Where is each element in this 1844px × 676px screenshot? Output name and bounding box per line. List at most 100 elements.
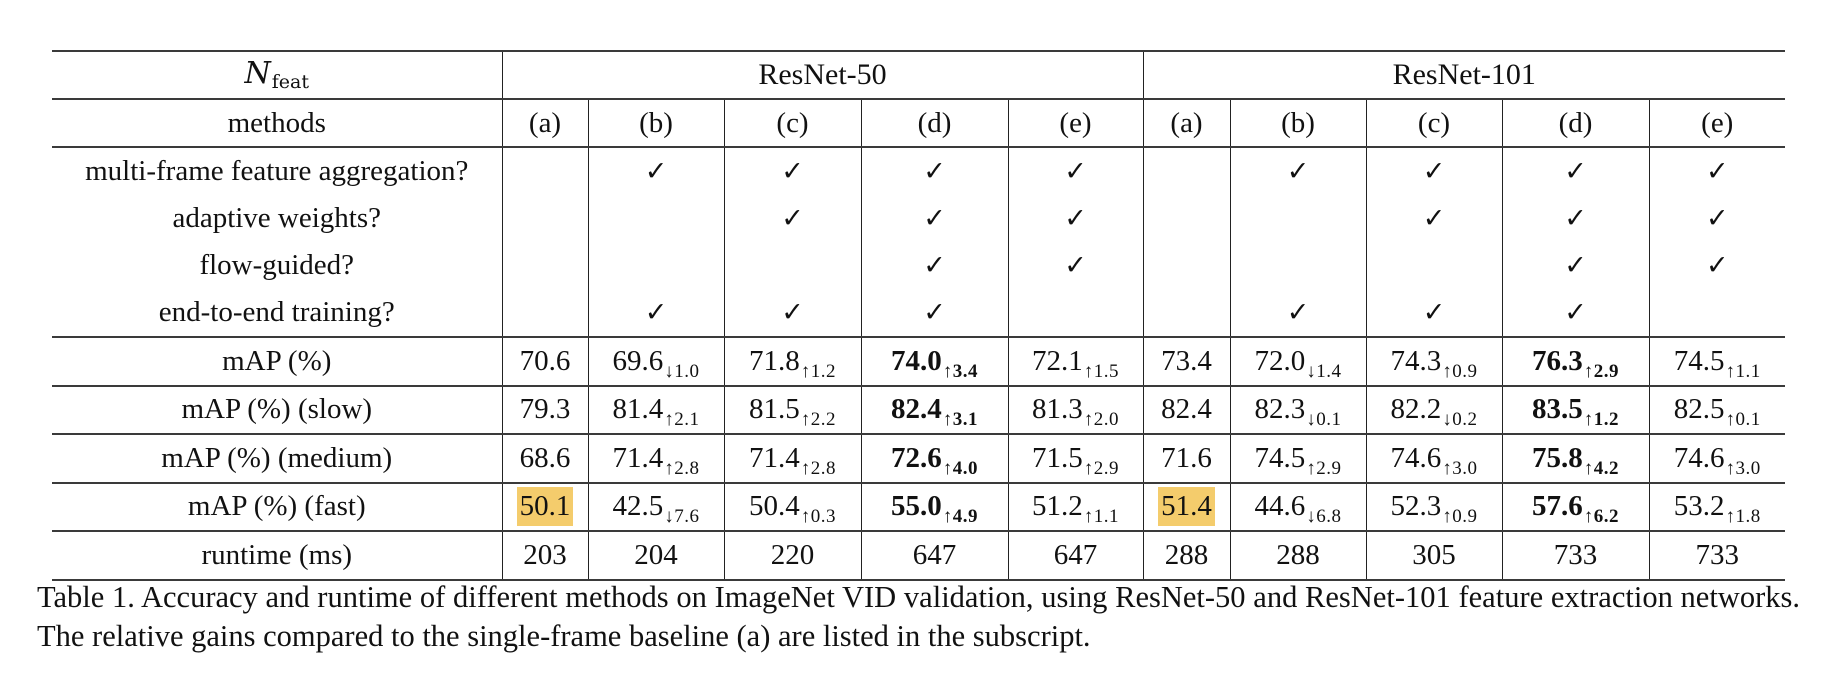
metric-cell: 51.4 xyxy=(1142,481,1231,531)
value-text: 44.6 xyxy=(1254,490,1306,523)
relative-gain-subscript: ↑2.8 xyxy=(800,457,836,479)
value-text: 71.6 xyxy=(1161,441,1212,474)
metric-cell: 72.0↓1.4 xyxy=(1229,336,1367,386)
metric-cell: 71.4↑2.8 xyxy=(723,433,862,483)
nfeat-symbol: N xyxy=(244,55,271,91)
value-text: 76.3 xyxy=(1532,344,1583,377)
relative-gain-subscript: ↑2.9 xyxy=(1583,360,1619,382)
metric-cell: 44.6↓6.8 xyxy=(1229,481,1367,531)
checkmark-icon: ✓ xyxy=(1705,156,1729,187)
feature-cell xyxy=(1229,195,1367,242)
methods-label: methods xyxy=(52,98,503,147)
checkmark-icon: ✓ xyxy=(1564,156,1587,187)
metric-cell: 81.4↑2.1 xyxy=(587,384,725,434)
relative-gain-subscript: ↑2.9 xyxy=(1306,457,1342,479)
value-text: 82.4 xyxy=(891,393,942,426)
metric-label: mAP (%) (medium) xyxy=(52,433,503,483)
checkmark-icon: ✓ xyxy=(1705,250,1729,281)
checkmark-icon: ✓ xyxy=(781,156,804,187)
metric-cell: 70.6 xyxy=(501,336,589,386)
checkmark-icon: ✓ xyxy=(1705,203,1729,234)
relative-gain-subscript: ↑3.1 xyxy=(942,409,978,431)
value-text: 50.4 xyxy=(749,490,800,523)
runtime-row: runtime (ms) 203 204 220 647 647 288 288 305 733 7… xyxy=(52,530,1785,581)
checkmark-icon: ✓ xyxy=(1422,203,1446,234)
metric-value: 68.6 xyxy=(520,443,571,473)
metric-value: 44.6↓6.8 xyxy=(1254,490,1342,527)
feature-cell xyxy=(723,242,862,289)
metric-cell: 71.4↑2.8 xyxy=(587,433,725,483)
method-header-resnet101-a: (a) xyxy=(1142,98,1231,147)
relative-gain-subscript: ↑3.0 xyxy=(1725,457,1761,479)
relative-gain-subscript: ↑1.2 xyxy=(800,360,836,382)
metric-value: 71.4↑2.8 xyxy=(613,443,700,478)
feature-label: flow-guided? xyxy=(52,242,503,289)
value-text: 82.5 xyxy=(1673,393,1725,426)
metric-label: mAP (%) xyxy=(52,336,503,386)
value-text: 74.5 xyxy=(1254,441,1306,474)
feature-row: end-to-end training? ✓ ✓ ✓ ✓ ✓ ✓ xyxy=(52,289,1785,337)
metric-cell: 75.8↑4.2 xyxy=(1501,433,1650,483)
highlighted-baseline-value: 51.4 xyxy=(1158,487,1215,527)
feature-row: flow-guided? ✓ ✓ ✓ ✓ xyxy=(52,242,1785,289)
group-header-resnet101: ResNet-101 xyxy=(1142,50,1785,99)
nfeat-subscript: feat xyxy=(271,70,309,93)
metric-cell: 53.2↑1.8 xyxy=(1648,481,1785,531)
relative-gain-subscript: ↑4.2 xyxy=(1583,457,1619,479)
checkmark-icon: ✓ xyxy=(1422,156,1446,187)
feature-cell xyxy=(1142,195,1231,242)
value-text: 42.5 xyxy=(612,490,664,523)
metric-cell: 81.3↑2.0 xyxy=(1007,384,1144,434)
checkmark-icon: ✓ xyxy=(923,203,946,234)
value-text: 72.0 xyxy=(1254,344,1306,377)
metric-value: 82.4↑3.1 xyxy=(891,393,978,430)
runtime-cell: 203 xyxy=(501,530,589,581)
metric-cell: 55.0↑4.9 xyxy=(860,481,1009,531)
relative-gain-subscript: ↑0.1 xyxy=(1725,409,1761,431)
value-text: 71.4 xyxy=(749,441,800,474)
checkmark-icon: ✓ xyxy=(923,250,946,281)
runtime-cell: 733 xyxy=(1648,530,1785,581)
metric-cell: 74.5↑2.9 xyxy=(1229,433,1367,483)
method-header-resnet50-e: (e) xyxy=(1007,98,1144,147)
value-text: 82.3 xyxy=(1254,393,1306,426)
metric-value: 50.1 xyxy=(516,487,574,527)
checkmark-icon: ✓ xyxy=(781,203,804,234)
metric-value: 81.5↑2.2 xyxy=(749,395,836,430)
feature-row: multi-frame feature aggregation? ✓ ✓ ✓ ✓ ✓ ✓ ✓ ✓ xyxy=(52,146,1785,195)
runtime-cell: 220 xyxy=(723,530,862,581)
runtime-cell: 288 xyxy=(1229,530,1367,581)
value-text: 71.5 xyxy=(1032,441,1083,474)
checkmark-icon: ✓ xyxy=(1564,203,1587,234)
value-text: 82.2 xyxy=(1390,393,1442,426)
relative-gain-subscript: ↑0.9 xyxy=(1442,506,1478,528)
metric-value: 52.3↑0.9 xyxy=(1391,492,1478,527)
checkmark-icon: ✓ xyxy=(1064,203,1087,234)
method-header-resnet101-b: (b) xyxy=(1229,98,1367,147)
nfeat-header: Nfeat xyxy=(52,50,503,99)
metric-value: 55.0↑4.9 xyxy=(891,492,978,527)
feature-cell xyxy=(1142,289,1231,337)
value-text: 70.6 xyxy=(519,344,571,377)
feature-cell: ✓ xyxy=(1501,289,1650,337)
checkmark-icon: ✓ xyxy=(1564,297,1587,328)
metric-cell: 57.6↑6.2 xyxy=(1501,481,1650,531)
metric-cell: 82.2↓0.2 xyxy=(1365,384,1503,434)
checkmark-icon: ✓ xyxy=(781,297,804,328)
feature-label: multi-frame feature aggregation? xyxy=(52,146,503,195)
value-text: 74.5 xyxy=(1673,344,1725,377)
value-text: 81.3 xyxy=(1032,393,1083,426)
value-text: 72.1 xyxy=(1032,344,1083,377)
metric-value: 82.4 xyxy=(1161,395,1212,424)
metric-value: 71.8↑1.2 xyxy=(749,346,836,381)
runtime-cell: 733 xyxy=(1501,530,1650,581)
feature-label: adaptive weights? xyxy=(52,195,503,242)
runtime-cell: 647 xyxy=(1007,530,1144,581)
metric-value: 74.5↑2.9 xyxy=(1254,441,1342,478)
method-header-resnet101-e: (e) xyxy=(1648,98,1785,147)
metric-value: 83.5↑1.2 xyxy=(1532,395,1619,430)
feature-cell: ✓ xyxy=(860,289,1009,337)
feature-cell: ✓ xyxy=(723,146,862,195)
relative-gain-subscript: ↑3.0 xyxy=(1442,457,1478,479)
feature-cell xyxy=(1007,289,1144,337)
